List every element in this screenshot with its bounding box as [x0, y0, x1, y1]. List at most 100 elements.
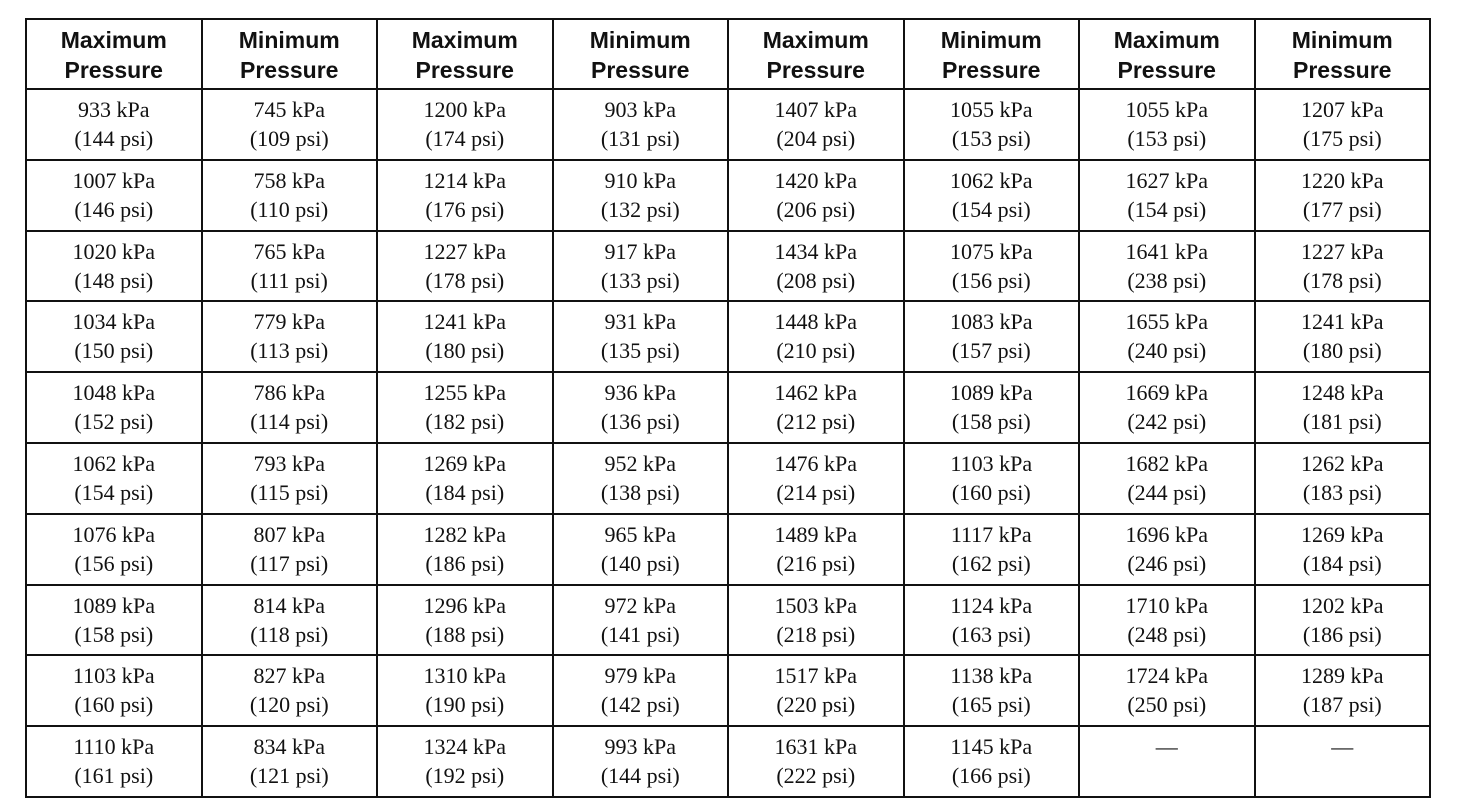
table-cell: 1503 kPa (218 psi)	[727, 583, 905, 657]
psi-value: (190 psi)	[425, 692, 505, 718]
psi-value: (178 psi)	[1302, 267, 1382, 293]
psi-value: (242 psi)	[1127, 409, 1207, 435]
kpa-value: 1324 kPa	[423, 734, 507, 760]
kpa-value: 952 kPa	[604, 450, 677, 476]
psi-value: (184 psi)	[425, 479, 505, 505]
table-cell: 1220 kPa (177 psi)	[1253, 158, 1431, 232]
kpa-value: 1202 kPa	[1301, 592, 1384, 618]
kpa-value: 1076 kPa	[72, 521, 156, 547]
kpa-value: 1034 kPa	[72, 309, 156, 335]
kpa-value: 979 kPa	[604, 663, 677, 689]
table-cell: 1476 kPa (214 psi)	[727, 441, 905, 515]
table-row: 1103 kPa (160 psi) 827 kPa (120 psi) 1310 kP…	[25, 654, 1431, 728]
psi-value: (216 psi)	[776, 550, 856, 576]
psi-value: (192 psi)	[425, 763, 505, 789]
kpa-value: 1255 kPa	[423, 380, 507, 406]
table-cell: 745 kPa (109 psi)	[200, 88, 378, 161]
psi-value: (214 psi)	[776, 479, 856, 505]
table-cell: 952 kPa (138 psi)	[551, 441, 729, 515]
kpa-value: 1476 kPa	[774, 450, 858, 476]
psi-value: (154 psi)	[1127, 196, 1207, 222]
table-cell: 1241 kPa (180 psi)	[1253, 300, 1431, 374]
table-cell: 1655 kPa (240 psi)	[1078, 300, 1256, 374]
kpa-value: 1682 kPa	[1125, 450, 1209, 476]
kpa-value: 1503 kPa	[774, 592, 858, 618]
kpa-value: 1207 kPa	[1301, 97, 1384, 122]
psi-value: (212 psi)	[776, 409, 856, 435]
table-cell: 965 kPa (140 psi)	[551, 512, 729, 586]
header-line: Minimum	[589, 27, 691, 53]
psi-value: (118 psi)	[250, 621, 329, 647]
psi-value: (138 psi)	[600, 479, 680, 505]
kpa-value: 936 kPa	[604, 380, 677, 406]
column-header: Maximum Pressure	[25, 18, 203, 90]
psi-value: (156 psi)	[951, 267, 1031, 293]
psi-value: (163 psi)	[951, 621, 1031, 647]
psi-value: (182 psi)	[425, 409, 505, 435]
header-line: Pressure	[591, 57, 690, 83]
table-row: 1110 kPa (161 psi) 834 kPa (121 psi) 1324 kP…	[25, 725, 1431, 798]
psi-value: (186 psi)	[425, 550, 505, 576]
kpa-value: 1269 kPa	[423, 450, 507, 476]
kpa-value: 1020 kPa	[72, 238, 156, 264]
kpa-value: 1227 kPa	[1301, 238, 1384, 264]
psi-value: (248 psi)	[1127, 621, 1207, 647]
table-cell: 1200 kPa (174 psi)	[376, 88, 554, 161]
psi-value: (175 psi)	[1302, 126, 1382, 151]
table-cell: 1434 kPa (208 psi)	[727, 229, 905, 303]
table-cell: 1227 kPa (178 psi)	[1253, 229, 1431, 303]
psi-value: (136 psi)	[600, 409, 680, 435]
header-line: Maximum	[1113, 27, 1220, 53]
table-cell: 1710 kPa (248 psi)	[1078, 583, 1256, 657]
psi-value: (244 psi)	[1127, 479, 1207, 505]
table-cell: 1696 kPa (246 psi)	[1078, 512, 1256, 586]
table-cell: 1282 kPa (186 psi)	[376, 512, 554, 586]
kpa-value: 1083 kPa	[950, 309, 1033, 335]
kpa-value: 1420 kPa	[774, 167, 858, 193]
column-header: Maximum Pressure	[1078, 18, 1256, 90]
kpa-value: 758 kPa	[253, 167, 326, 193]
kpa-value: 1075 kPa	[950, 238, 1033, 264]
psi-value: (140 psi)	[600, 550, 680, 576]
psi-value: (109 psi)	[249, 126, 329, 151]
kpa-value: 1669 kPa	[1125, 380, 1209, 406]
table-cell: 1517 kPa (220 psi)	[727, 654, 905, 728]
kpa-value: 1269 kPa	[1301, 521, 1384, 547]
table-cell: 834 kPa (121 psi)	[200, 725, 378, 798]
kpa-value: 1124 kPa	[950, 592, 1033, 618]
header-line: Maximum	[60, 27, 167, 53]
table-cell: 1034 kPa (150 psi)	[25, 300, 203, 374]
psi-value: (146 psi)	[74, 196, 154, 222]
table-row: 933 kPa (144 psi) 745 kPa (109 psi) 1200 kPa…	[25, 88, 1431, 161]
kpa-value: 1289 kPa	[1301, 663, 1384, 689]
psi-value: (183 psi)	[1302, 479, 1382, 505]
kpa-value: 933 kPa	[78, 97, 150, 122]
psi-value: (152 psi)	[74, 409, 154, 435]
table-cell: 1669 kPa (242 psi)	[1078, 371, 1256, 444]
kpa-value: —	[1331, 734, 1354, 760]
table-cell: 1207 kPa (175 psi)	[1253, 88, 1431, 161]
kpa-value: 1641 kPa	[1125, 238, 1209, 264]
kpa-value: 1200 kPa	[423, 97, 507, 122]
psi-value: (117 psi)	[250, 550, 329, 576]
kpa-value: 1089 kPa	[950, 380, 1033, 406]
kpa-value: 1241 kPa	[423, 309, 507, 335]
table-cell: 1296 kPa (188 psi)	[376, 583, 554, 657]
kpa-value: 1055 kPa	[1125, 97, 1209, 122]
table-cell: 1103 kPa (160 psi)	[902, 441, 1080, 515]
psi-value: (142 psi)	[600, 692, 680, 718]
kpa-value: 1655 kPa	[1125, 309, 1209, 335]
psi-value: (114 psi)	[250, 409, 329, 435]
table-cell: 931 kPa (135 psi)	[551, 300, 729, 374]
psi-value: (133 psi)	[600, 267, 680, 293]
table-cell: 1103 kPa (160 psi)	[25, 654, 203, 728]
psi-value: (204 psi)	[776, 126, 856, 151]
table-row: 1048 kPa (152 psi) 786 kPa (114 psi) 1255 kP…	[25, 371, 1431, 444]
table-cell: 979 kPa (142 psi)	[551, 654, 729, 728]
table-cell: —	[1253, 725, 1431, 798]
kpa-value: 1089 kPa	[72, 592, 156, 618]
table-row: 1007 kPa (146 psi) 758 kPa (110 psi) 1214 kP…	[25, 158, 1431, 232]
psi-value: (174 psi)	[425, 126, 505, 151]
table-cell: 1420 kPa (206 psi)	[727, 158, 905, 232]
table-cell: 1117 kPa (162 psi)	[902, 512, 1080, 586]
